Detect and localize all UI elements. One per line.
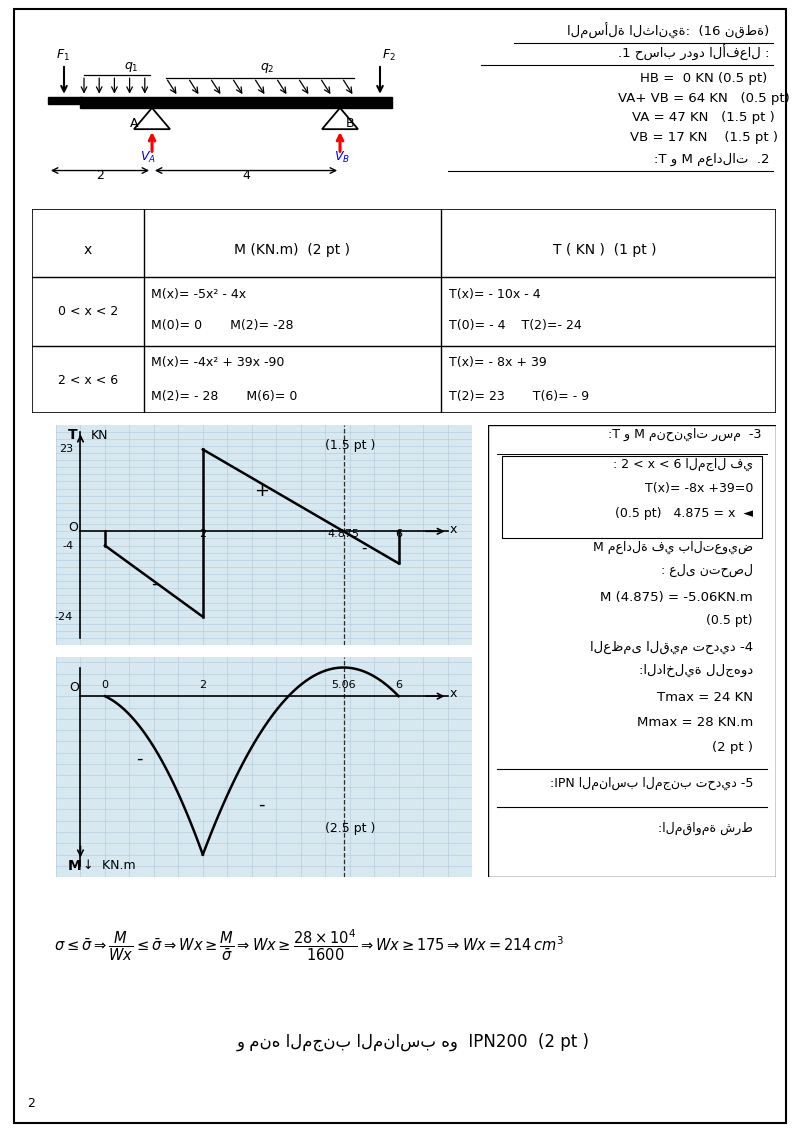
Text: HB =  0 KN (0.5 pt): HB = 0 KN (0.5 pt) (640, 71, 767, 85)
Text: 5.06: 5.06 (331, 679, 356, 689)
Text: 6: 6 (395, 529, 402, 539)
Text: M: M (68, 859, 82, 873)
Text: +: + (254, 482, 269, 499)
Text: $F_2$: $F_2$ (382, 48, 396, 63)
Bar (48, 97, 82, 104)
Text: 0: 0 (102, 679, 109, 689)
Text: 2: 2 (96, 170, 104, 182)
Text: -: - (362, 541, 367, 556)
Text: 4.875: 4.875 (327, 529, 359, 539)
Text: -: - (136, 751, 142, 769)
Text: M(2)= - 28       M(6)= 0: M(2)= - 28 M(6)= 0 (151, 391, 298, 403)
Text: :IPN المناسب المجنب تحديد -5: :IPN المناسب المجنب تحديد -5 (550, 777, 753, 790)
Text: VB = 17 KN    (1.5 pt ): VB = 17 KN (1.5 pt ) (630, 131, 778, 144)
Text: $V_B$: $V_B$ (334, 149, 350, 164)
Text: T(x)= -8x +39=0: T(x)= -8x +39=0 (645, 482, 753, 496)
Text: $V_A$: $V_A$ (140, 149, 156, 164)
Bar (80, 96, 392, 108)
Text: M(0)= 0       M(2)= -28: M(0)= 0 M(2)= -28 (151, 319, 294, 332)
Text: 6: 6 (395, 679, 402, 689)
Text: (2 pt ): (2 pt ) (712, 740, 753, 754)
Text: (2.5 pt ): (2.5 pt ) (325, 822, 375, 835)
Text: 23: 23 (59, 445, 73, 454)
Text: T(0)= - 4    T(2)=- 24: T(0)= - 4 T(2)=- 24 (449, 319, 582, 332)
Text: x: x (450, 523, 458, 537)
Text: و منه المجنب المناسب هو  IPN200  (2 pt ): و منه المجنب المناسب هو IPN200 (2 pt ) (237, 1032, 590, 1050)
Text: $q_1$: $q_1$ (124, 60, 138, 74)
Text: M (4.875) = -5.06KN.m: M (4.875) = -5.06KN.m (600, 591, 753, 604)
Text: $\sigma \leq \bar{\sigma} \Rightarrow \dfrac{M}{Wx} \leq \bar{\sigma} \Rightarro: $\sigma \leq \bar{\sigma} \Rightarrow \d… (54, 927, 565, 963)
Text: T ( KN )  (1 pt ): T ( KN ) (1 pt ) (553, 243, 657, 257)
Text: VA = 47 KN   (1.5 pt ): VA = 47 KN (1.5 pt ) (633, 111, 775, 125)
Text: -: - (258, 796, 265, 814)
Bar (502, 456, 762, 538)
Text: $F_1$: $F_1$ (56, 48, 70, 63)
Text: 2: 2 (199, 529, 206, 539)
Text: Mmax = 28 KN.m: Mmax = 28 KN.m (637, 715, 753, 729)
Text: M(x)= -5x² - 4x: M(x)= -5x² - 4x (151, 289, 246, 301)
Text: T(x)= - 8x + 39: T(x)= - 8x + 39 (449, 355, 546, 369)
Text: المسألة الثانية:  (16 نقطة): المسألة الثانية: (16 نقطة) (567, 23, 770, 38)
Text: $q_2$: $q_2$ (260, 61, 274, 75)
Text: ↓: ↓ (83, 859, 94, 873)
Text: KN: KN (90, 429, 108, 441)
Text: T(x)= - 10x - 4: T(x)= - 10x - 4 (449, 289, 540, 301)
Text: :الداخلية للجهود: :الداخلية للجهود (638, 663, 753, 677)
Text: :T و M منحنيات رسم  -3: :T و M منحنيات رسم -3 (608, 428, 762, 441)
Text: (0.5 pt)   4.875 = x  ◄: (0.5 pt) 4.875 = x ◄ (615, 507, 753, 521)
Text: -4: -4 (62, 541, 73, 550)
Text: O: O (68, 521, 78, 534)
Text: x: x (84, 243, 92, 257)
Text: B: B (346, 117, 354, 130)
Text: A: A (130, 117, 138, 130)
Text: KN.m: KN.m (98, 859, 135, 873)
Text: -: - (150, 574, 157, 592)
Text: :المقاومة شرط: :المقاومة شرط (658, 822, 753, 835)
Text: .1 حساب ردود الأفعال :: .1 حساب ردود الأفعال : (618, 45, 770, 61)
Text: : على نتحصل: : على نتحصل (661, 564, 753, 577)
Text: :T و M معادلات  .2: :T و M معادلات .2 (654, 153, 770, 166)
Text: 4: 4 (242, 170, 250, 182)
Text: : 2 < x < 6 المجال في: : 2 < x < 6 المجال في (613, 457, 753, 471)
Text: M معادلة في بالتعويض: M معادلة في بالتعويض (593, 541, 753, 555)
Text: 2: 2 (27, 1097, 35, 1109)
Text: VA+ VB = 64 KN   (0.5 pt): VA+ VB = 64 KN (0.5 pt) (618, 92, 790, 104)
Text: M (KN.m)  (2 pt ): M (KN.m) (2 pt ) (234, 243, 350, 257)
Text: 0 < x < 2: 0 < x < 2 (58, 305, 118, 318)
Text: O: O (70, 681, 79, 694)
Text: العظمى القيم تحديد -4: العظمى القيم تحديد -4 (590, 641, 753, 654)
Text: 2: 2 (199, 679, 206, 689)
Text: T(2)= 23       T(6)= - 9: T(2)= 23 T(6)= - 9 (449, 391, 589, 403)
Text: -24: -24 (55, 611, 73, 621)
Text: x: x (450, 687, 458, 700)
Text: (0.5 pt): (0.5 pt) (706, 614, 753, 627)
Text: T: T (68, 428, 78, 443)
Text: Tmax = 24 KN: Tmax = 24 KN (657, 691, 753, 704)
Text: (1.5 pt ): (1.5 pt ) (325, 439, 375, 453)
Text: M(x)= -4x² + 39x -90: M(x)= -4x² + 39x -90 (151, 355, 285, 369)
Text: 2 < x < 6: 2 < x < 6 (58, 374, 118, 387)
